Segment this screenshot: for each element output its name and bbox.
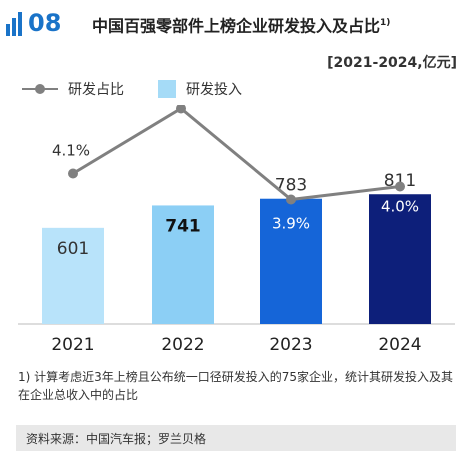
section-number: 08 — [28, 9, 62, 37]
ratio-value-label: 3.9% — [272, 215, 310, 233]
unit-label: [2021-2024,亿元] — [327, 55, 457, 71]
ratio-point-2022 — [176, 105, 186, 114]
chart-title: 中国百强零部件上榜企业研发投入及占比1) — [92, 11, 390, 38]
ratio-line — [72, 106, 401, 202]
bar-2024 — [369, 194, 431, 324]
legend-bar-swatch — [158, 80, 176, 98]
bar-2022 — [152, 205, 214, 324]
bar-value-label: 741 — [165, 216, 201, 236]
title-footnote-mark: 1) — [380, 18, 391, 28]
x-tick-label: 2022 — [161, 335, 204, 355]
legend: 研发占比 研发投入 — [22, 78, 242, 100]
ratio-value-label: 4.1% — [52, 142, 90, 160]
ratio-value-label: 4.0% — [381, 198, 419, 216]
x-tick-label: 2023 — [269, 335, 312, 355]
legend-bar-label: 研发投入 — [186, 82, 242, 98]
chart-header: 08 中国百强零部件上榜企业研发投入及占比1) — [6, 8, 468, 40]
legend-line-swatch — [22, 81, 58, 97]
chart-title-text: 中国百强零部件上榜企业研发投入及占比 — [92, 16, 381, 36]
bar-chart-icon — [6, 12, 22, 36]
x-tick-label: 2021 — [51, 335, 94, 355]
footnote: 1) 计算考虑近3年上榜且公布统一口径研发投入的75家企业，统计其研发投入及其在… — [18, 370, 454, 402]
legend-line-label: 研发占比 — [68, 82, 124, 98]
ratio-point-2023 — [286, 194, 296, 205]
source-text: 资料来源：中国汽车报；罗兰贝格 — [26, 432, 207, 446]
bar-2021 — [42, 227, 104, 324]
bar-value-label: 601 — [57, 239, 89, 259]
x-tick-label: 2024 — [378, 335, 421, 355]
bar-2023 — [260, 198, 322, 324]
chart-plot: 20212022202320246017417838114.1%4.6%3.9%… — [18, 105, 455, 355]
ratio-point-2021 — [68, 168, 78, 179]
source-bar: 资料来源：中国汽车报；罗兰贝格 — [16, 425, 456, 451]
ratio-point-2024 — [395, 181, 405, 192]
bar-value-label: 783 — [275, 176, 307, 196]
